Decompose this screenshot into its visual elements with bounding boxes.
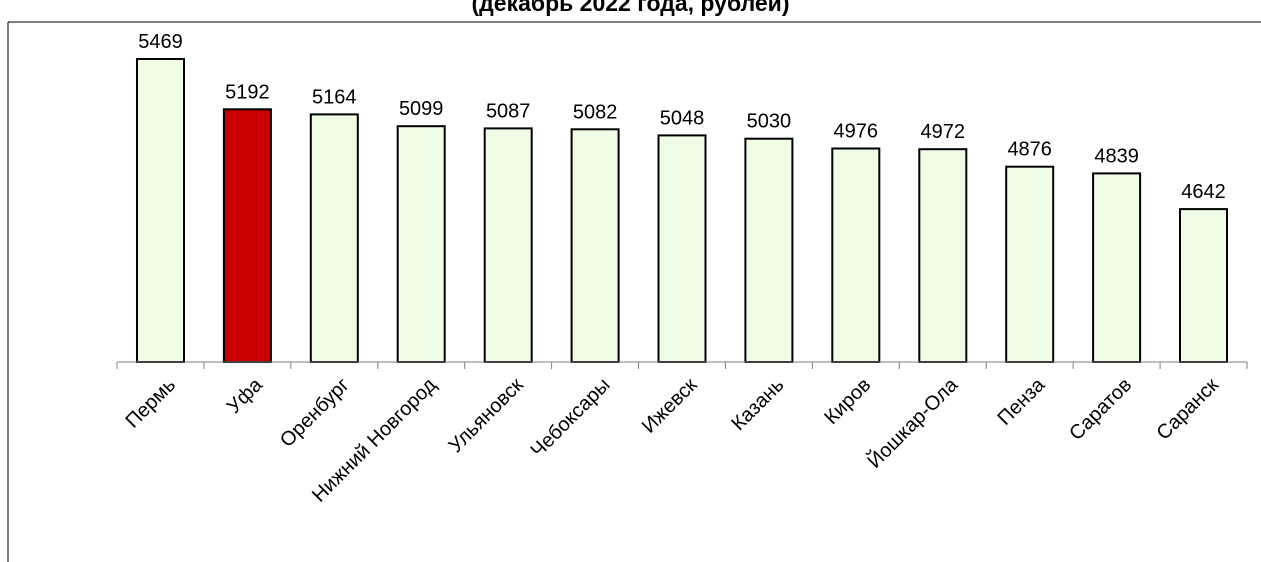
chart-title: (декабрь 2022 года, рублей) — [471, 0, 790, 16]
bar-1 — [136, 58, 185, 363]
bar-value-label: 5164 — [312, 86, 357, 108]
category-label: Йошкар-Ола — [862, 372, 963, 473]
category-label: Ижевск — [638, 374, 702, 438]
category-label: Чебоксары — [527, 374, 615, 462]
bar-9 — [831, 147, 881, 363]
bar-8 — [744, 137, 794, 363]
bar-11 — [1005, 165, 1055, 363]
bar-4 — [396, 125, 446, 363]
bar-value-label: 4642 — [1181, 181, 1226, 203]
bar-value-label: 5087 — [486, 100, 531, 122]
bar-value-label: 5082 — [573, 101, 618, 123]
bar-value-label: 5099 — [399, 98, 444, 120]
bar-12 — [1092, 172, 1142, 363]
bar-13 — [1179, 208, 1228, 363]
category-label: Ульяновск — [445, 374, 528, 457]
category-label: Саранск — [1152, 374, 1223, 445]
bar-7 — [657, 134, 707, 363]
bar-value-label: 5030 — [747, 111, 792, 133]
bar-value-label: 4976 — [834, 121, 879, 143]
x-axis-ticks — [116, 362, 1248, 369]
category-label: Оренбург — [276, 374, 354, 452]
bar-value-label: 5048 — [660, 107, 705, 129]
category-label: Уфа — [223, 373, 268, 418]
bar-3 — [309, 113, 359, 364]
category-label: Пермь — [121, 374, 180, 433]
bar-6 — [570, 128, 620, 363]
bar-value-label: 5192 — [225, 81, 270, 103]
category-label: Казань — [727, 374, 788, 435]
bar-value-label: 4876 — [1007, 139, 1052, 161]
category-label: Киров — [820, 374, 875, 429]
bar-2 — [222, 108, 272, 363]
bar-value-label: 5469 — [138, 31, 183, 53]
category-label: Саратов — [1065, 374, 1136, 445]
bars-layer: 5469 5192 5164 5099 5087 5082 5048 5030 4976 4972… — [136, 31, 1228, 364]
bar-value-label: 4972 — [921, 121, 966, 143]
bar-5 — [483, 127, 533, 363]
bar-value-label: 4839 — [1094, 145, 1139, 167]
bar-10 — [918, 148, 968, 363]
category-label: Пенза — [993, 373, 1049, 429]
